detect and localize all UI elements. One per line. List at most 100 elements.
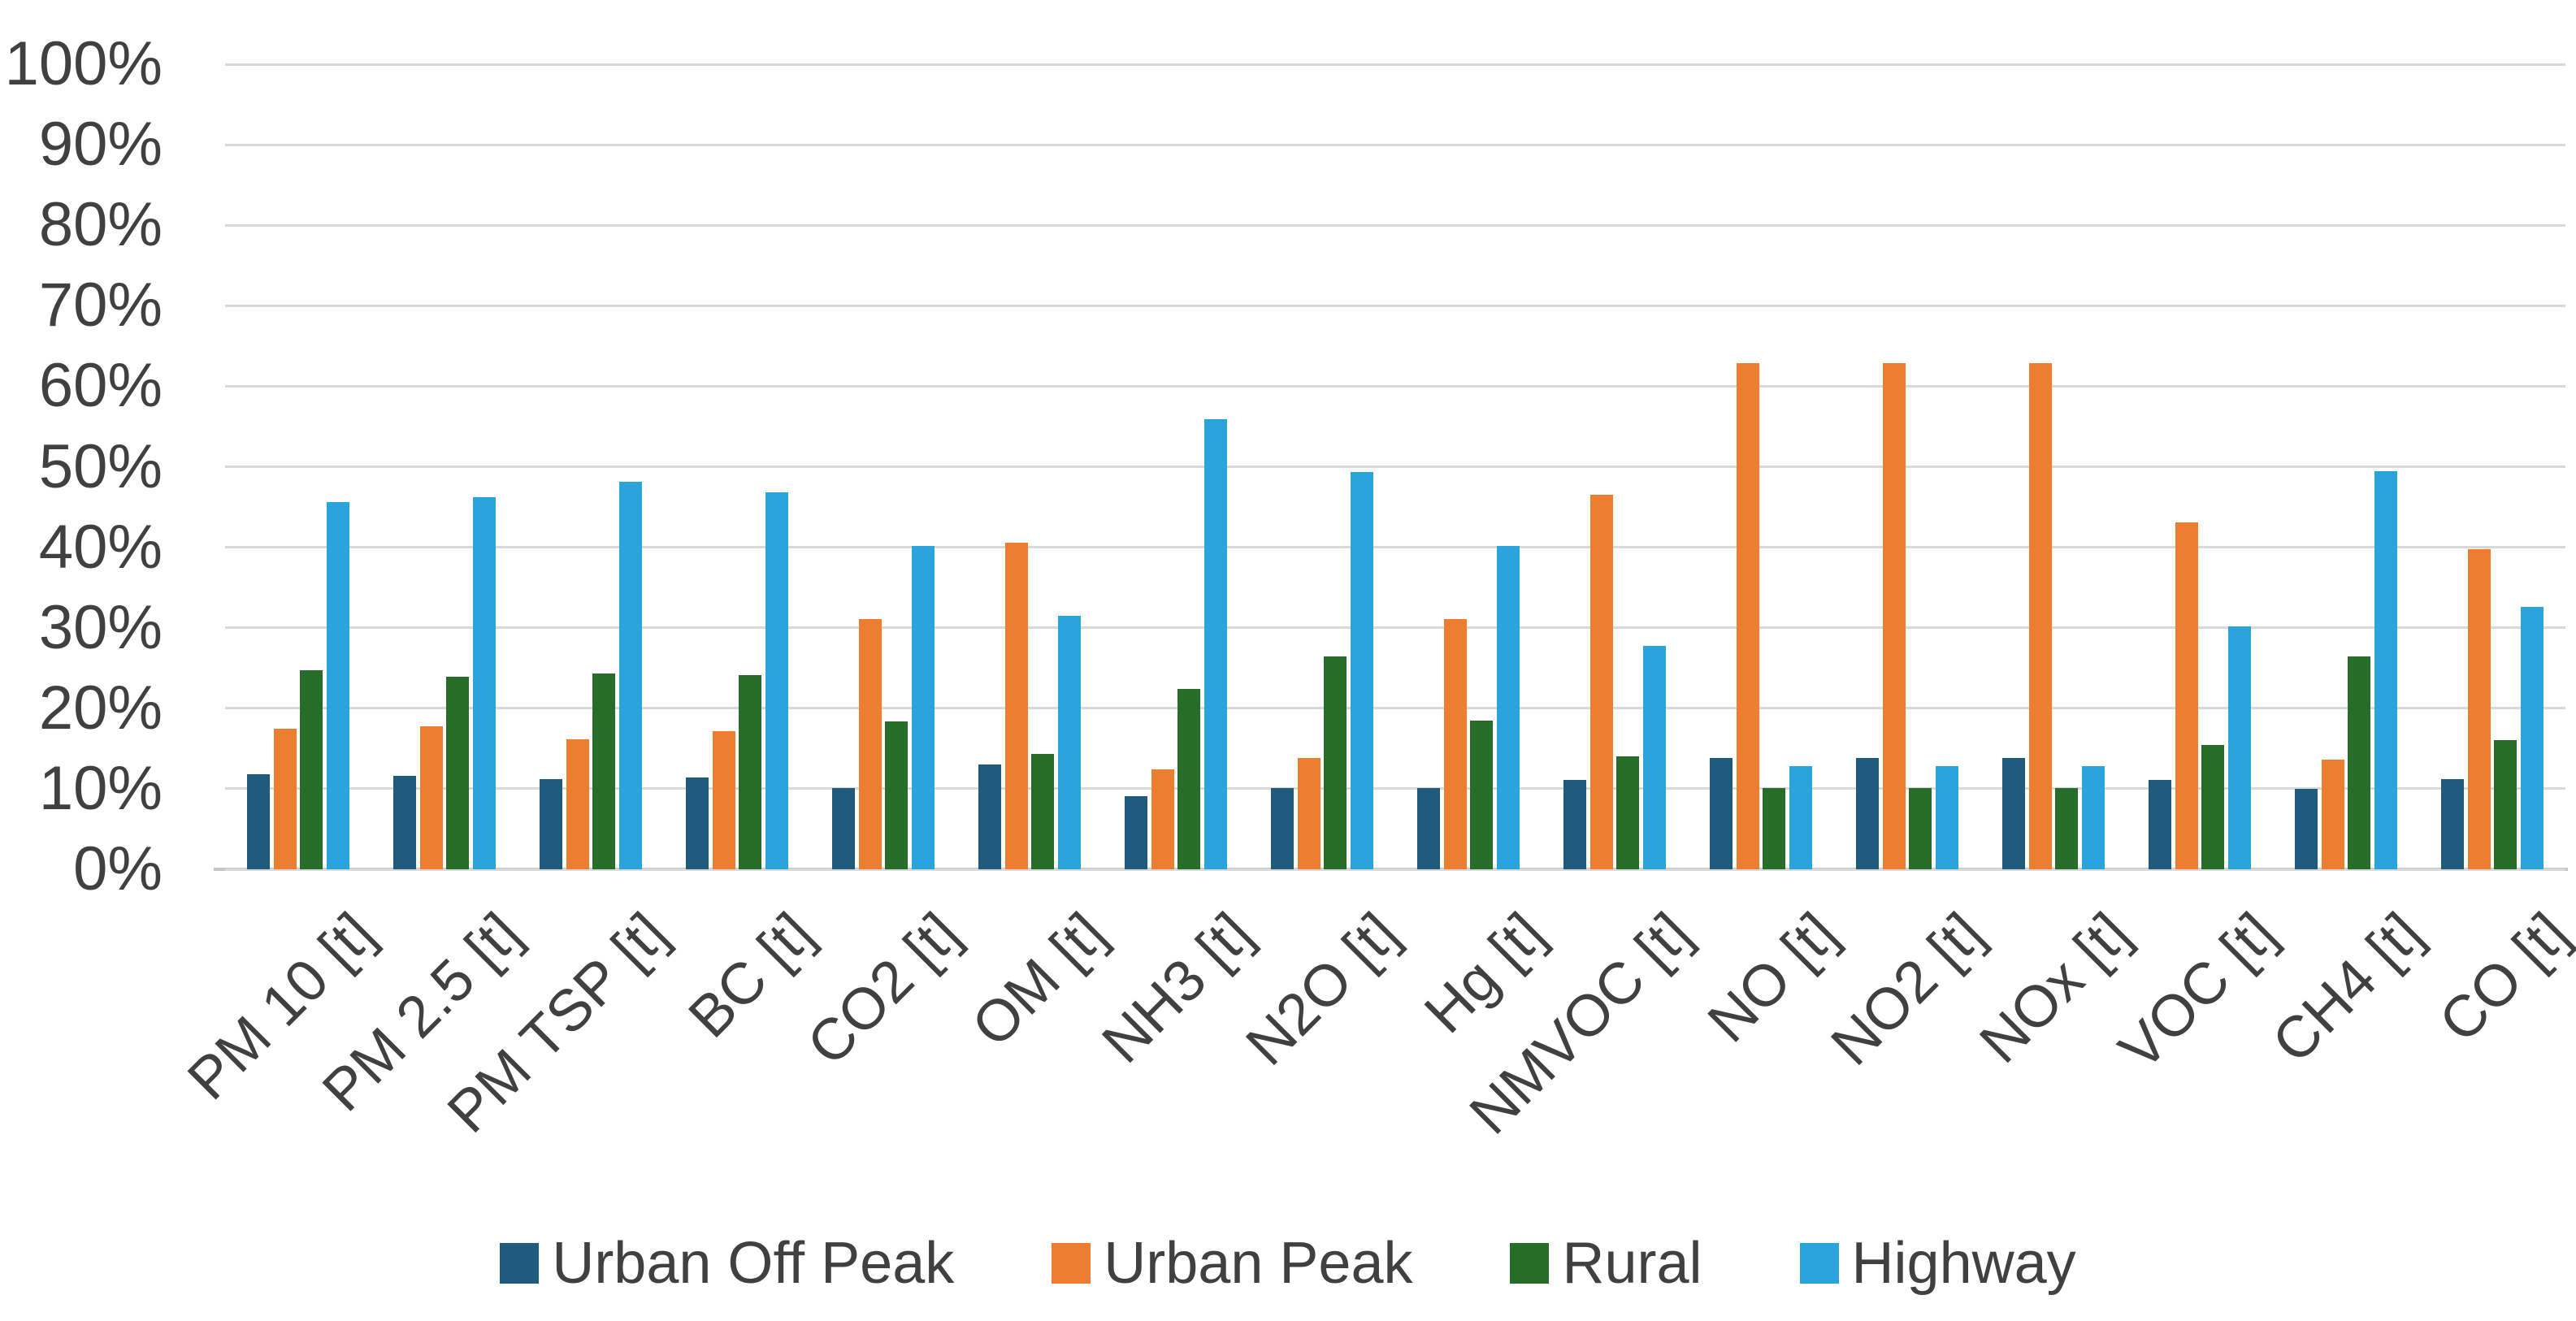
bar-urban-off-peak xyxy=(1710,758,1733,869)
bar-group xyxy=(1688,64,1834,869)
x-axis-tick-label: NO2 [t] xyxy=(1819,900,1997,1078)
legend-label: Highway xyxy=(1851,1231,2076,1296)
gridline xyxy=(225,143,2565,146)
bar-urban-off-peak xyxy=(832,787,856,869)
bar-urban-off-peak xyxy=(1856,758,1880,869)
bar-highway xyxy=(2374,471,2397,869)
bar-group xyxy=(956,64,1103,869)
bar-highway xyxy=(1935,766,1958,869)
bar-group xyxy=(810,64,956,869)
gridline xyxy=(225,466,2565,468)
bar-rural xyxy=(2201,745,2225,869)
x-axis-tick-label: CH4 [t] xyxy=(2260,900,2435,1076)
bar-urban-off-peak xyxy=(686,777,709,869)
bar-urban-peak xyxy=(858,618,882,869)
bar-urban-peak xyxy=(1736,362,1759,869)
bar-highway xyxy=(911,545,935,869)
y-axis-tick-label: 20% xyxy=(38,673,163,743)
legend-item-urban-peak: Urban Peak xyxy=(1052,1230,1412,1297)
bar-urban-peak xyxy=(1589,495,1613,869)
bar-group xyxy=(1834,64,1980,869)
gridline xyxy=(225,223,2565,227)
bar-rural xyxy=(300,670,323,869)
x-axis-tick-label: VOC [t] xyxy=(2106,900,2289,1083)
x-axis-tick-label: NOx [t] xyxy=(1967,900,2143,1076)
bar-group xyxy=(371,64,518,869)
x-axis-tick-label: CO2 [t] xyxy=(795,900,973,1078)
bar-urban-peak xyxy=(273,728,297,869)
bar-highway xyxy=(1642,645,1666,869)
bar-group xyxy=(225,64,371,869)
bar-rural xyxy=(1031,754,1055,869)
bar-rural xyxy=(446,677,470,869)
bar-urban-peak xyxy=(1004,542,1028,869)
bar-urban-off-peak xyxy=(1417,787,1441,869)
bar-urban-off-peak xyxy=(540,779,563,869)
y-axis-tick-label: 80% xyxy=(38,190,163,260)
gridline xyxy=(225,707,2565,710)
bar-highway xyxy=(2081,766,2105,869)
bar-group xyxy=(1249,64,1395,869)
bar-rural xyxy=(1763,787,1786,869)
bar-urban-peak xyxy=(1882,362,1906,869)
bar-group xyxy=(664,64,810,869)
bar-urban-peak xyxy=(2321,760,2344,869)
bar-highway xyxy=(1203,419,1227,869)
x-axis-tick-label: CO [t] xyxy=(2426,900,2576,1055)
y-axis-tick-label: 0% xyxy=(73,834,163,903)
plot-area xyxy=(214,63,2568,871)
bar-highway xyxy=(1350,472,1373,869)
gridline xyxy=(225,384,2565,388)
gridline xyxy=(225,546,2565,549)
bar-rural xyxy=(885,721,909,869)
bar-highway xyxy=(472,497,496,869)
y-axis-tick-label: 90% xyxy=(38,110,163,180)
gridline xyxy=(225,787,2565,790)
bar-urban-peak xyxy=(712,730,735,869)
bar-urban-off-peak xyxy=(1271,787,1295,869)
bar-urban-off-peak xyxy=(2149,780,2172,869)
bar-urban-off-peak xyxy=(393,776,417,869)
legend-item-highway: Highway xyxy=(1799,1230,2076,1297)
legend-swatch xyxy=(500,1243,540,1284)
bar-group xyxy=(518,64,664,869)
y-axis-tick-label: 10% xyxy=(38,753,163,823)
bar-rural xyxy=(2055,787,2079,869)
y-axis-tick-label: 100% xyxy=(4,29,163,98)
bar-urban-off-peak xyxy=(247,774,271,869)
legend-label: Urban Peak xyxy=(1104,1231,1413,1296)
bar-rural xyxy=(2348,656,2371,869)
bar-rural xyxy=(1177,689,1201,869)
gridline xyxy=(225,868,2565,871)
legend-label: Urban Off Peak xyxy=(552,1231,955,1296)
legend-label: Rural xyxy=(1562,1231,1702,1296)
legend-item-rural: Rural xyxy=(1510,1230,1702,1297)
bar-highway xyxy=(2227,626,2251,869)
y-axis-tick-label: 50% xyxy=(38,431,163,501)
bar-highway xyxy=(1789,766,1812,869)
legend-swatch xyxy=(1799,1243,1839,1284)
bar-rural xyxy=(1909,787,1932,869)
bar-urban-peak xyxy=(566,739,589,869)
gridline xyxy=(225,626,2565,630)
bar-highway xyxy=(618,482,642,869)
bar-urban-peak xyxy=(1151,769,1174,869)
gridline xyxy=(225,304,2565,307)
bar-urban-peak xyxy=(419,725,443,869)
x-axis-tick-label: OM [t] xyxy=(960,900,1119,1059)
bar-urban-off-peak xyxy=(978,764,1002,869)
bar-group xyxy=(2419,64,2565,869)
bar-group xyxy=(1395,64,1542,869)
bar-rural xyxy=(1616,756,1640,869)
y-axis-tick-label: 70% xyxy=(38,271,163,340)
bar-urban-off-peak xyxy=(1125,795,1148,869)
legend-swatch xyxy=(1510,1243,1550,1284)
x-axis-tick-label: NH3 [t] xyxy=(1090,900,1265,1076)
bar-highway xyxy=(765,492,788,869)
bar-highway xyxy=(1496,545,1520,869)
bar-group xyxy=(2273,64,2419,869)
bar-rural xyxy=(1470,720,1494,869)
bar-rural xyxy=(2494,740,2517,869)
legend-item-urban-off-peak: Urban Off Peak xyxy=(500,1230,954,1297)
